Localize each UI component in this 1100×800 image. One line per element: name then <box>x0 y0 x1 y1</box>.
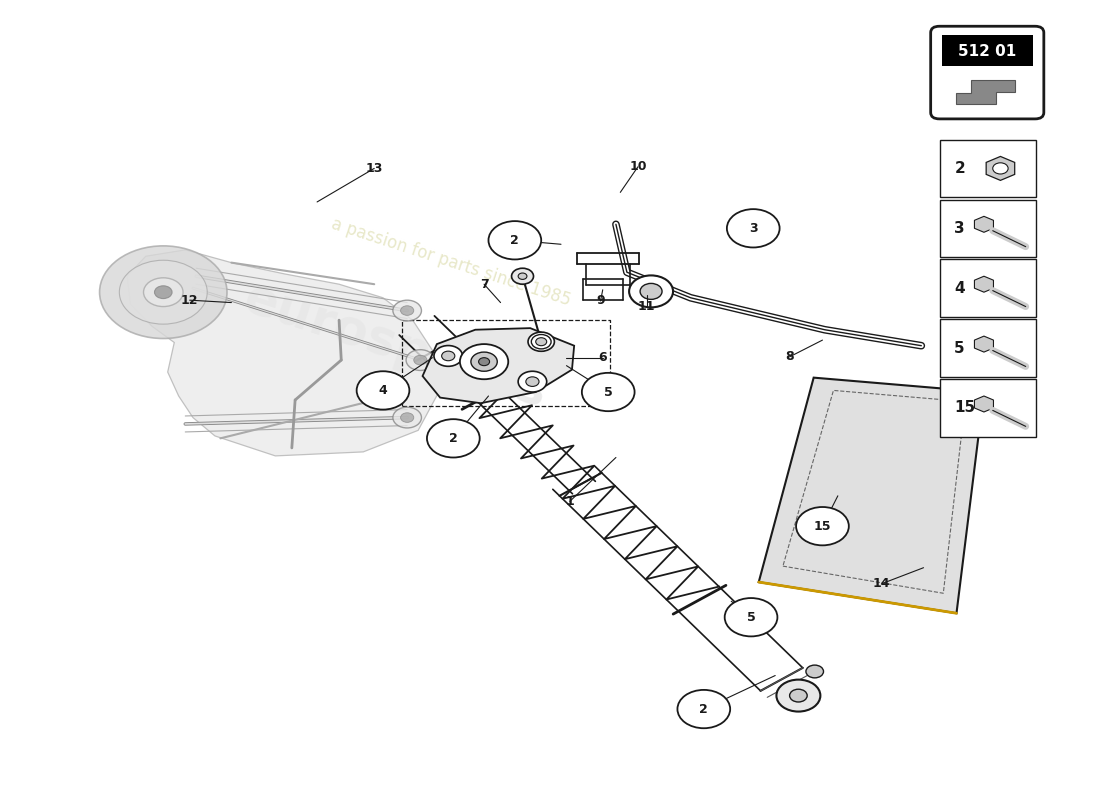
Circle shape <box>629 275 673 307</box>
Circle shape <box>518 273 527 279</box>
Text: 8: 8 <box>785 350 794 363</box>
Polygon shape <box>975 276 993 292</box>
Text: 1: 1 <box>565 495 574 508</box>
Circle shape <box>427 419 480 458</box>
Text: 14: 14 <box>873 577 891 590</box>
Circle shape <box>400 413 414 422</box>
Text: 7: 7 <box>480 278 488 290</box>
Text: 6: 6 <box>598 351 607 364</box>
Text: 15: 15 <box>814 520 832 533</box>
Circle shape <box>518 371 547 392</box>
Polygon shape <box>422 328 574 403</box>
Polygon shape <box>975 216 993 232</box>
Circle shape <box>393 407 421 428</box>
Circle shape <box>471 352 497 371</box>
Text: 11: 11 <box>638 300 656 313</box>
Circle shape <box>531 334 551 349</box>
Polygon shape <box>975 336 993 352</box>
Circle shape <box>356 371 409 410</box>
Circle shape <box>478 358 490 366</box>
Circle shape <box>406 350 434 370</box>
Bar <box>940 199 1035 257</box>
Circle shape <box>528 332 554 351</box>
Bar <box>940 259 1035 317</box>
Text: 5: 5 <box>747 610 756 624</box>
Text: 3: 3 <box>749 222 758 234</box>
Circle shape <box>488 221 541 259</box>
Polygon shape <box>987 157 1014 180</box>
Bar <box>940 140 1035 197</box>
Text: 2: 2 <box>955 161 965 176</box>
Text: 2: 2 <box>510 234 519 246</box>
Circle shape <box>640 283 662 299</box>
Circle shape <box>460 344 508 379</box>
Bar <box>940 379 1035 437</box>
Circle shape <box>119 260 207 324</box>
Text: 15: 15 <box>955 401 976 415</box>
Text: 3: 3 <box>955 221 965 236</box>
Circle shape <box>400 306 414 315</box>
Circle shape <box>725 598 778 636</box>
Circle shape <box>796 507 849 546</box>
FancyBboxPatch shape <box>931 26 1044 119</box>
Circle shape <box>727 209 780 247</box>
Circle shape <box>512 268 534 284</box>
Bar <box>940 319 1035 377</box>
Polygon shape <box>975 396 993 412</box>
Circle shape <box>526 377 539 386</box>
Circle shape <box>790 690 807 702</box>
Text: 2: 2 <box>700 702 708 715</box>
Circle shape <box>154 286 172 298</box>
Polygon shape <box>126 250 438 456</box>
Circle shape <box>393 300 421 321</box>
Circle shape <box>777 680 821 711</box>
Circle shape <box>806 665 824 678</box>
Circle shape <box>143 278 183 306</box>
Text: 5: 5 <box>604 386 613 398</box>
Circle shape <box>678 690 730 728</box>
Circle shape <box>100 246 227 338</box>
Circle shape <box>582 373 635 411</box>
Text: 512 01: 512 01 <box>958 43 1016 58</box>
Polygon shape <box>759 378 984 614</box>
Text: a passion for parts since 1985: a passion for parts since 1985 <box>329 215 573 310</box>
Text: 9: 9 <box>596 294 605 307</box>
Text: 5: 5 <box>955 341 965 355</box>
Circle shape <box>434 346 462 366</box>
Circle shape <box>536 338 547 346</box>
Bar <box>942 35 1033 66</box>
Text: 4: 4 <box>955 281 965 296</box>
Circle shape <box>441 351 454 361</box>
Text: 10: 10 <box>629 160 647 174</box>
Text: eurospares: eurospares <box>239 274 554 418</box>
Text: 4: 4 <box>378 384 387 397</box>
Text: 13: 13 <box>365 162 383 175</box>
Circle shape <box>414 355 427 365</box>
Polygon shape <box>957 80 1014 104</box>
Circle shape <box>992 163 1008 174</box>
Text: 2: 2 <box>449 432 458 445</box>
Text: 12: 12 <box>180 294 198 306</box>
